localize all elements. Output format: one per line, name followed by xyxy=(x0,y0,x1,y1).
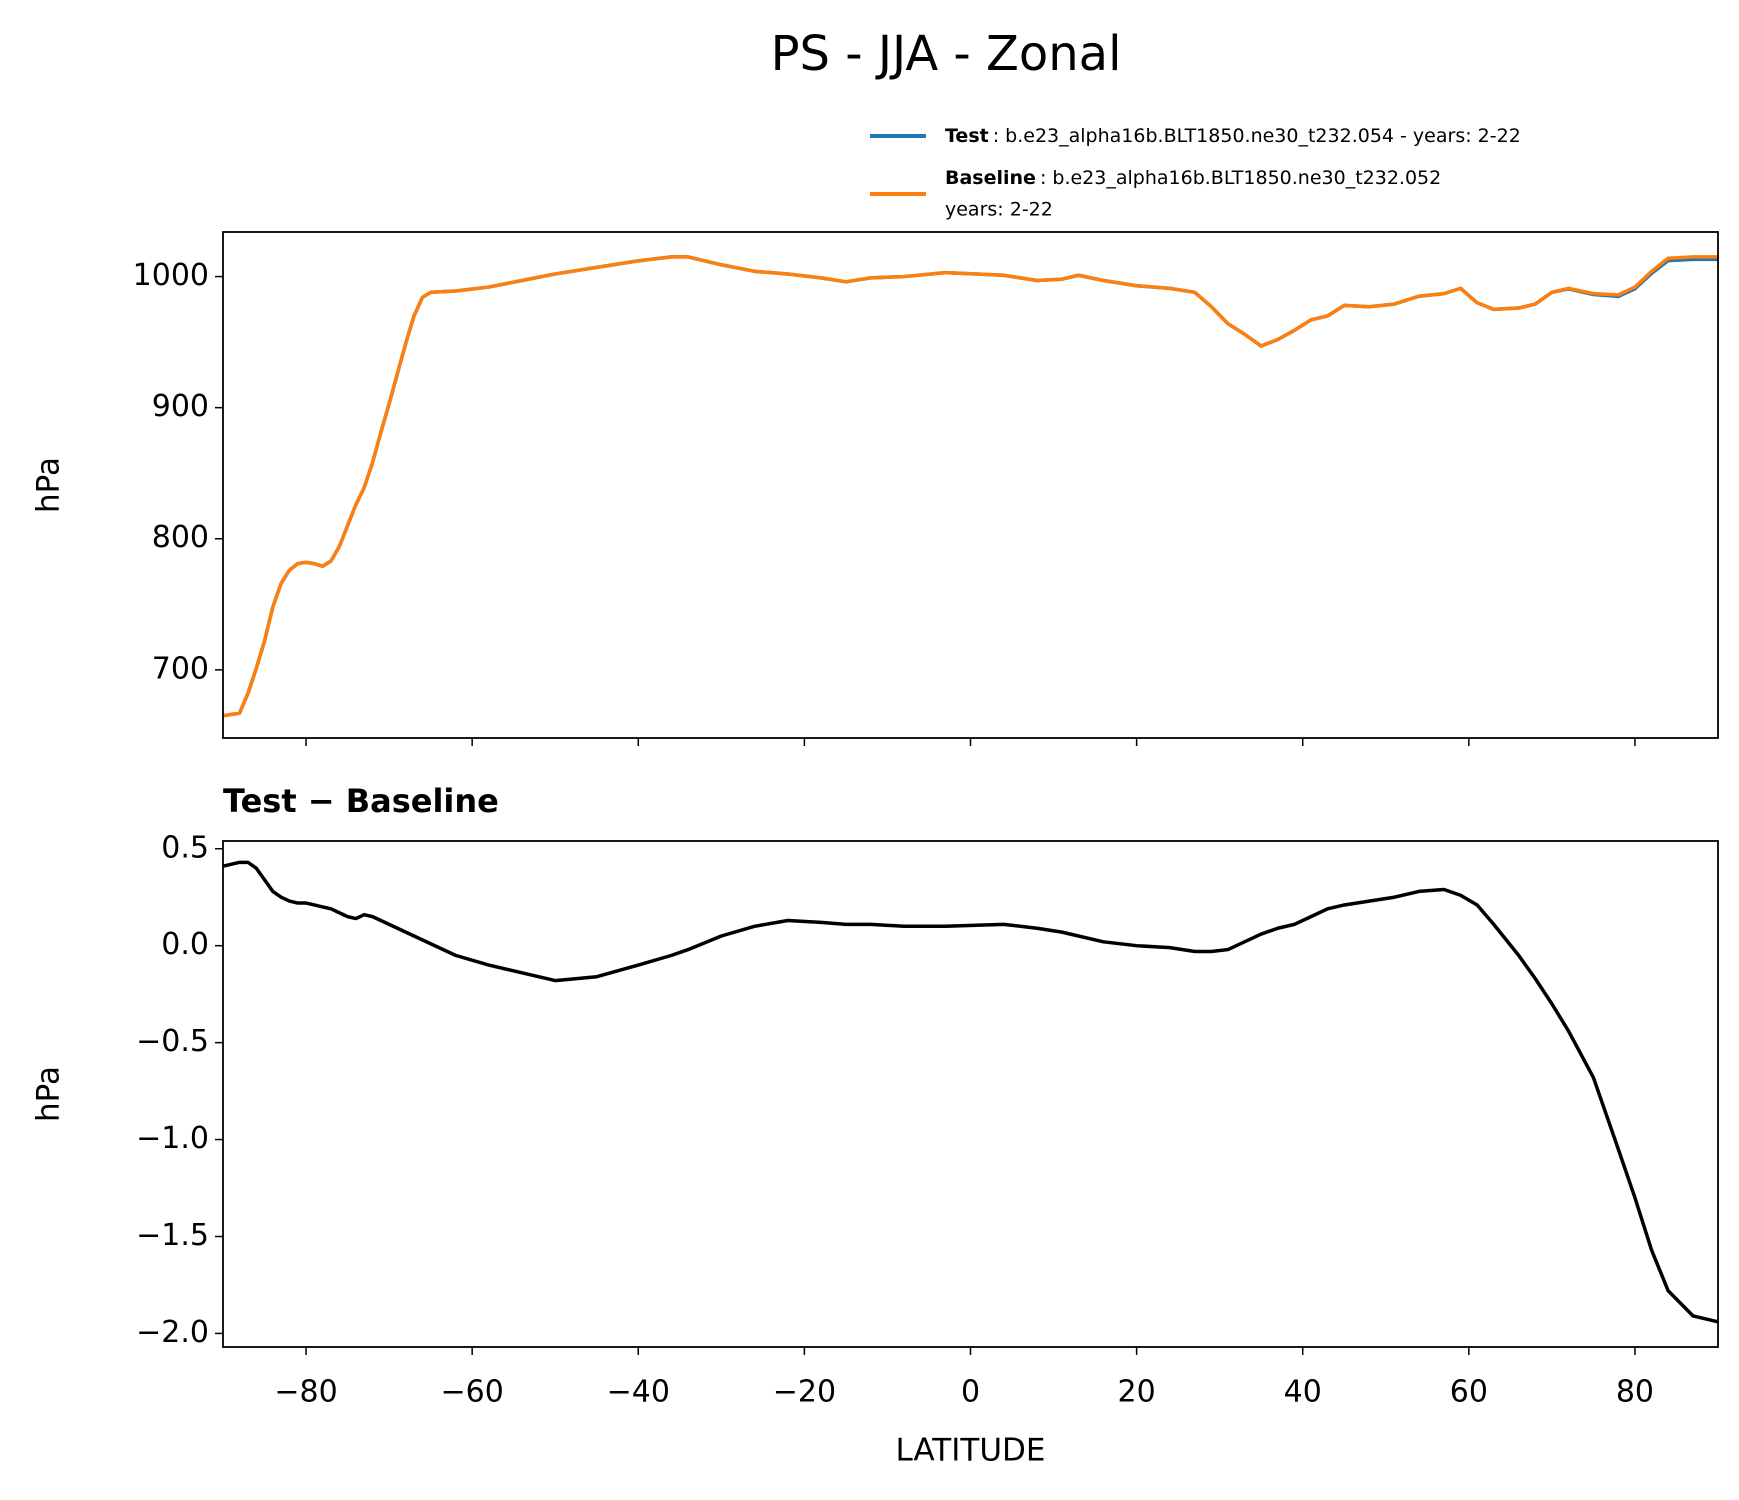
y-tick-label: 800 xyxy=(152,520,209,555)
legend-description: : b.e23_alpha16b.BLT1850.ne30_t232.054 -… xyxy=(993,125,1521,147)
y-tick-label: 900 xyxy=(152,389,209,424)
legend-entry: Test: b.e23_alpha16b.BLT1850.ne30_t232.0… xyxy=(945,125,1521,147)
y-tick-label: −2.0 xyxy=(136,1315,209,1350)
y-axis-label: hPa xyxy=(31,457,67,513)
x-tick-label: −40 xyxy=(607,1375,670,1410)
legend-entry: Baseline: b.e23_alpha16b.BLT1850.ne30_t2… xyxy=(945,167,1441,189)
axes-frame xyxy=(222,840,1719,1348)
subplot-title: Test − Baseline xyxy=(223,782,499,820)
legend-description: : b.e23_alpha16b.BLT1850.ne30_t232.052 xyxy=(1040,167,1441,189)
y-tick-label: 1000 xyxy=(133,258,209,293)
x-tick-label: −80 xyxy=(274,1375,337,1410)
series-line xyxy=(222,255,1718,718)
legend-name: Baseline xyxy=(945,167,1036,189)
x-tick-label: 20 xyxy=(1118,1375,1156,1410)
y-tick-label: −1.5 xyxy=(136,1218,209,1253)
x-axis-label: LATITUDE xyxy=(896,1433,1046,1469)
y-tick-label: 0.0 xyxy=(161,927,209,962)
x-tick-label: −20 xyxy=(773,1375,836,1410)
y-tick-label: −1.0 xyxy=(136,1121,209,1156)
x-tick-label: −60 xyxy=(441,1375,504,1410)
x-tick-label: 80 xyxy=(1616,1375,1654,1410)
y-axis-label: hPa xyxy=(31,1066,67,1122)
y-tick-label: −0.5 xyxy=(136,1024,209,1059)
axes-frame xyxy=(222,231,1719,739)
x-tick-label: 60 xyxy=(1450,1375,1488,1410)
legend-name: Test xyxy=(945,125,989,147)
x-tick-label: 0 xyxy=(961,1375,980,1410)
axes: 0.5 0.0 −0.5 −1.0 −1.5 −2.0 −80 −60 −40 −20 0 20 40 6… xyxy=(31,782,1719,1469)
y-tick-label: 0.5 xyxy=(161,830,209,865)
y-tick-label: 700 xyxy=(152,651,209,686)
figure-title: PS - JJA - Zonal xyxy=(771,26,1122,82)
x-tick-label: 40 xyxy=(1284,1375,1322,1410)
legend-description: years: 2-22 xyxy=(945,199,1053,221)
series-line xyxy=(222,255,1718,718)
series-line xyxy=(222,860,1719,1324)
